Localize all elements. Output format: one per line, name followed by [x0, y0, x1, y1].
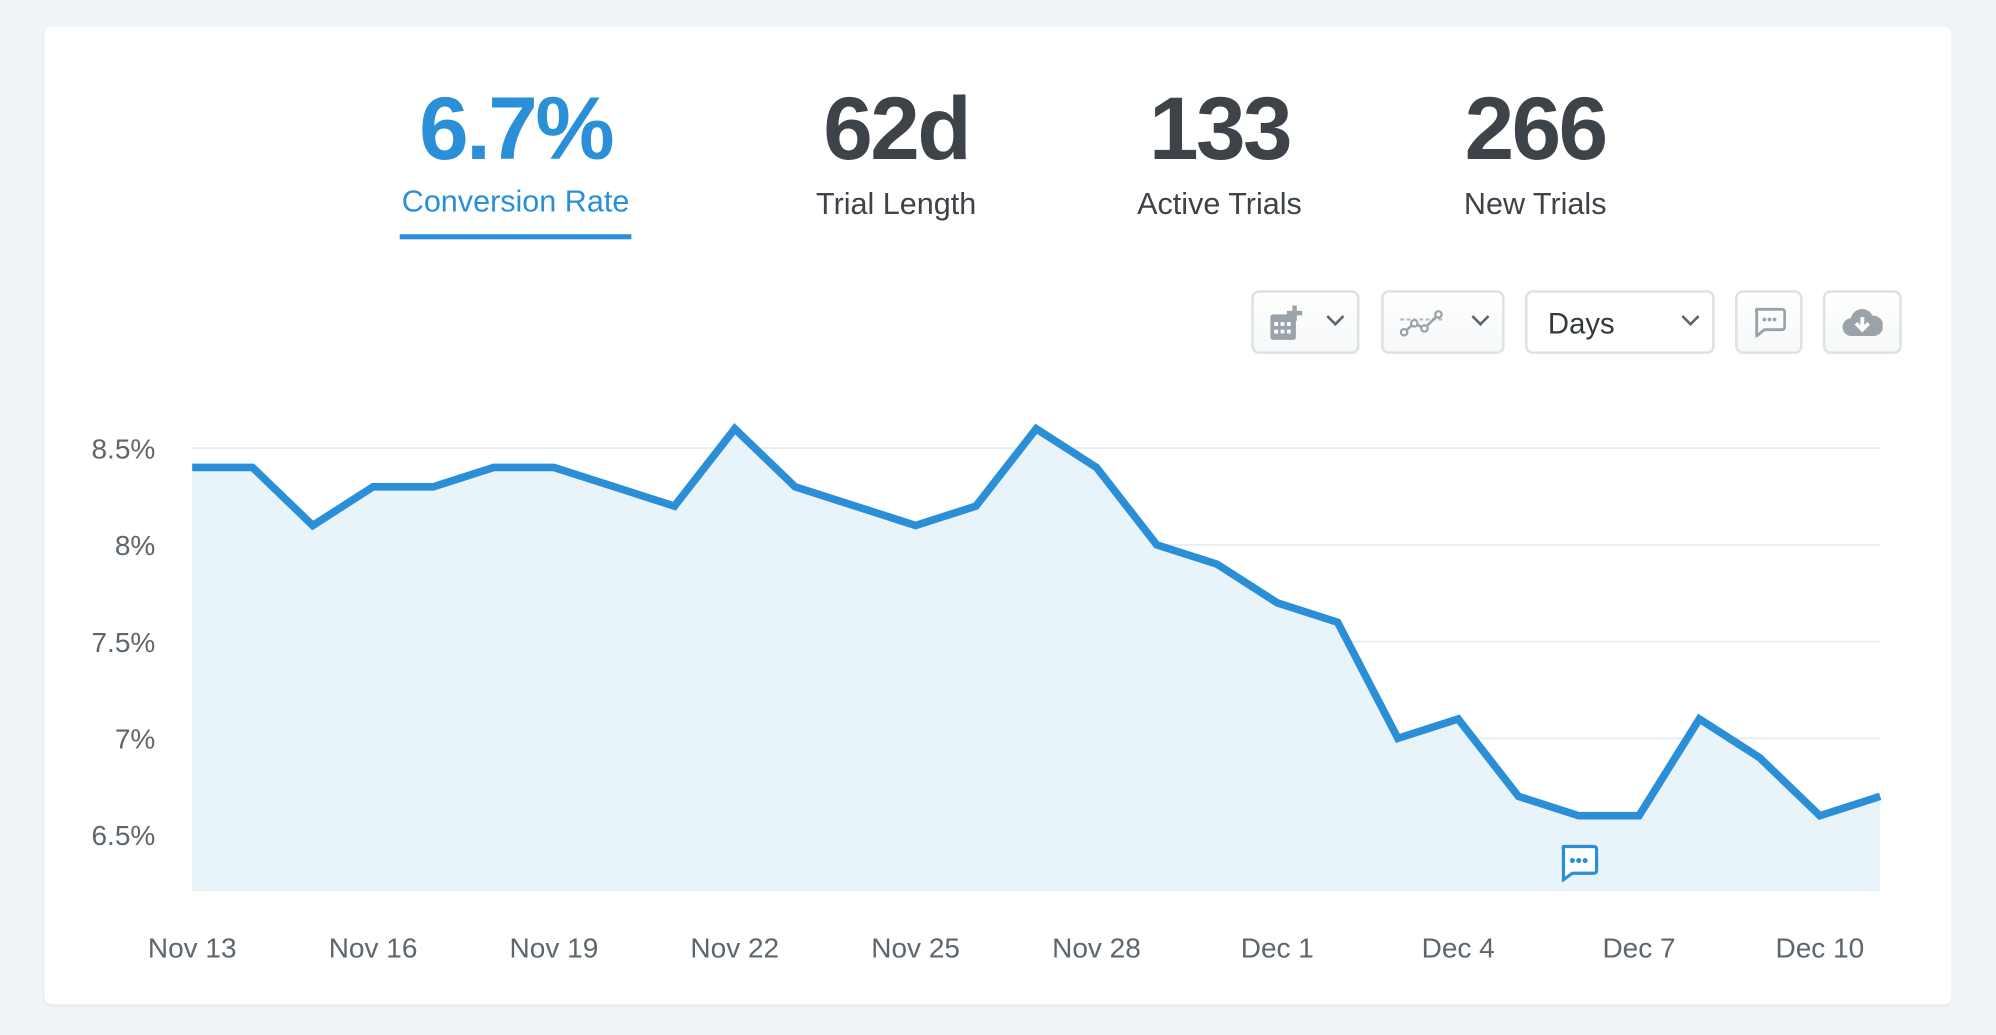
x-tick-label: Dec 7 [1602, 932, 1675, 963]
metric-active-trials[interactable]: 133 Active Trials [1067, 78, 1373, 223]
chart-type-icon [1399, 310, 1444, 337]
active-tab-indicator [399, 234, 632, 240]
cloud-download-icon [1842, 309, 1883, 337]
date-range-button[interactable] [1251, 290, 1360, 354]
metric-conversion-rate[interactable]: 6.7% Conversion Rate [363, 78, 669, 221]
metric-label: Conversion Rate [401, 184, 630, 219]
x-tick-label: Dec 4 [1422, 932, 1495, 963]
metric-value: 62d [823, 78, 971, 179]
comment-icon [1754, 307, 1786, 338]
metric-value: 6.7% [419, 78, 614, 179]
add-comment-button[interactable] [1735, 290, 1803, 354]
metric-value: 266 [1464, 78, 1609, 179]
x-tick-label: Nov 22 [690, 932, 779, 963]
metric-label: New Trials [1463, 187, 1607, 222]
interval-select[interactable]: Days [1525, 290, 1715, 354]
comment-marker-icon[interactable] [1561, 844, 1599, 883]
x-tick-label: Dec 1 [1241, 932, 1314, 963]
metric-value: 133 [1148, 78, 1293, 179]
x-tick-label: Nov 19 [510, 932, 599, 963]
interval-value: Days [1547, 306, 1615, 340]
download-button[interactable] [1822, 290, 1902, 354]
y-tick-label: 7% [115, 724, 155, 755]
y-tick-label: 7.5% [91, 627, 155, 658]
y-tick-label: 6.5% [91, 820, 155, 851]
x-tick-label: Nov 16 [329, 932, 418, 963]
metric-label: Active Trials [1137, 187, 1302, 222]
area-fill [192, 428, 1881, 892]
metric-new-trials[interactable]: 266 New Trials [1382, 78, 1688, 223]
x-tick-label: Nov 13 [148, 932, 237, 963]
series-line [192, 423, 1882, 821]
x-tick-label: Nov 28 [1052, 932, 1141, 963]
calendar-add-icon [1270, 305, 1303, 340]
metric-trial-length[interactable]: 62d Trial Length [743, 78, 1049, 223]
y-tick-label: 8% [115, 530, 155, 561]
metric-label: Trial Length [816, 187, 977, 222]
x-tick-label: Nov 25 [871, 932, 960, 963]
x-tick-label: Dec 10 [1776, 932, 1865, 963]
y-tick-label: 8.5% [91, 433, 155, 464]
chart-type-button[interactable] [1381, 290, 1505, 354]
